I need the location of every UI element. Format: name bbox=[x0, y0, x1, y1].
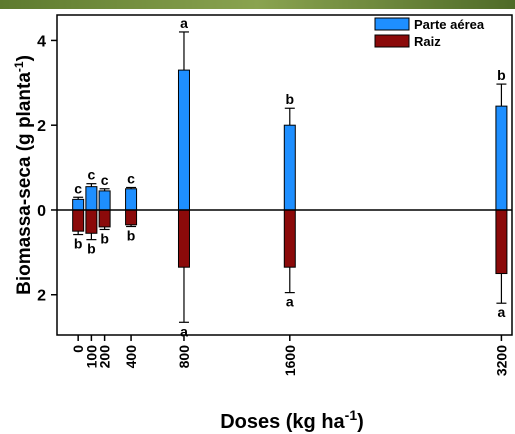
significance-letter: c bbox=[127, 171, 135, 187]
bar bbox=[496, 106, 507, 210]
y-tick-label: 2 bbox=[37, 288, 46, 305]
bar bbox=[178, 210, 189, 267]
bar bbox=[99, 191, 110, 210]
y-axis-label: Biomassa-seca (g planta-1) bbox=[12, 55, 35, 295]
significance-letter: b bbox=[87, 241, 96, 257]
significance-letter: c bbox=[74, 180, 82, 196]
y-tick-label: 4 bbox=[37, 33, 46, 50]
bar bbox=[284, 125, 295, 210]
bar bbox=[496, 210, 507, 274]
bar bbox=[99, 210, 110, 227]
significance-letter: c bbox=[101, 172, 109, 188]
significance-letter: b bbox=[286, 91, 295, 107]
bar bbox=[73, 199, 84, 210]
legend-label: Parte aérea bbox=[414, 17, 485, 32]
bar bbox=[126, 210, 137, 225]
significance-letter: a bbox=[498, 304, 506, 320]
bar bbox=[178, 70, 189, 210]
chart: Biomassa-seca (g planta-1) Doses (kg ha-… bbox=[0, 0, 515, 434]
legend-swatch bbox=[375, 18, 409, 30]
bar bbox=[73, 210, 84, 231]
significance-letter: b bbox=[100, 230, 109, 246]
significance-letter: a bbox=[180, 323, 188, 339]
x-tick-label: 400 bbox=[123, 345, 139, 369]
x-tick-label: 800 bbox=[176, 345, 192, 369]
x-tick-label: 1600 bbox=[282, 345, 298, 376]
bar bbox=[284, 210, 295, 267]
legend-label: Raiz bbox=[414, 34, 441, 49]
x-tick-label: 200 bbox=[97, 345, 113, 369]
bar bbox=[126, 189, 137, 210]
x-tick-label: 3200 bbox=[493, 345, 509, 376]
significance-letter: a bbox=[286, 294, 294, 310]
bar bbox=[86, 210, 97, 233]
bar bbox=[86, 187, 97, 210]
significance-letter: b bbox=[74, 236, 83, 252]
y-tick-label: 0 bbox=[37, 203, 46, 220]
significance-letter: c bbox=[87, 167, 95, 183]
significance-letter: b bbox=[497, 67, 506, 83]
significance-letter: b bbox=[127, 227, 136, 243]
y-tick-label: 2 bbox=[37, 118, 46, 135]
significance-letter: a bbox=[180, 15, 188, 31]
photo-strip bbox=[0, 0, 515, 9]
legend-swatch bbox=[375, 35, 409, 47]
x-axis-label: Doses (kg ha-1) bbox=[220, 407, 364, 433]
